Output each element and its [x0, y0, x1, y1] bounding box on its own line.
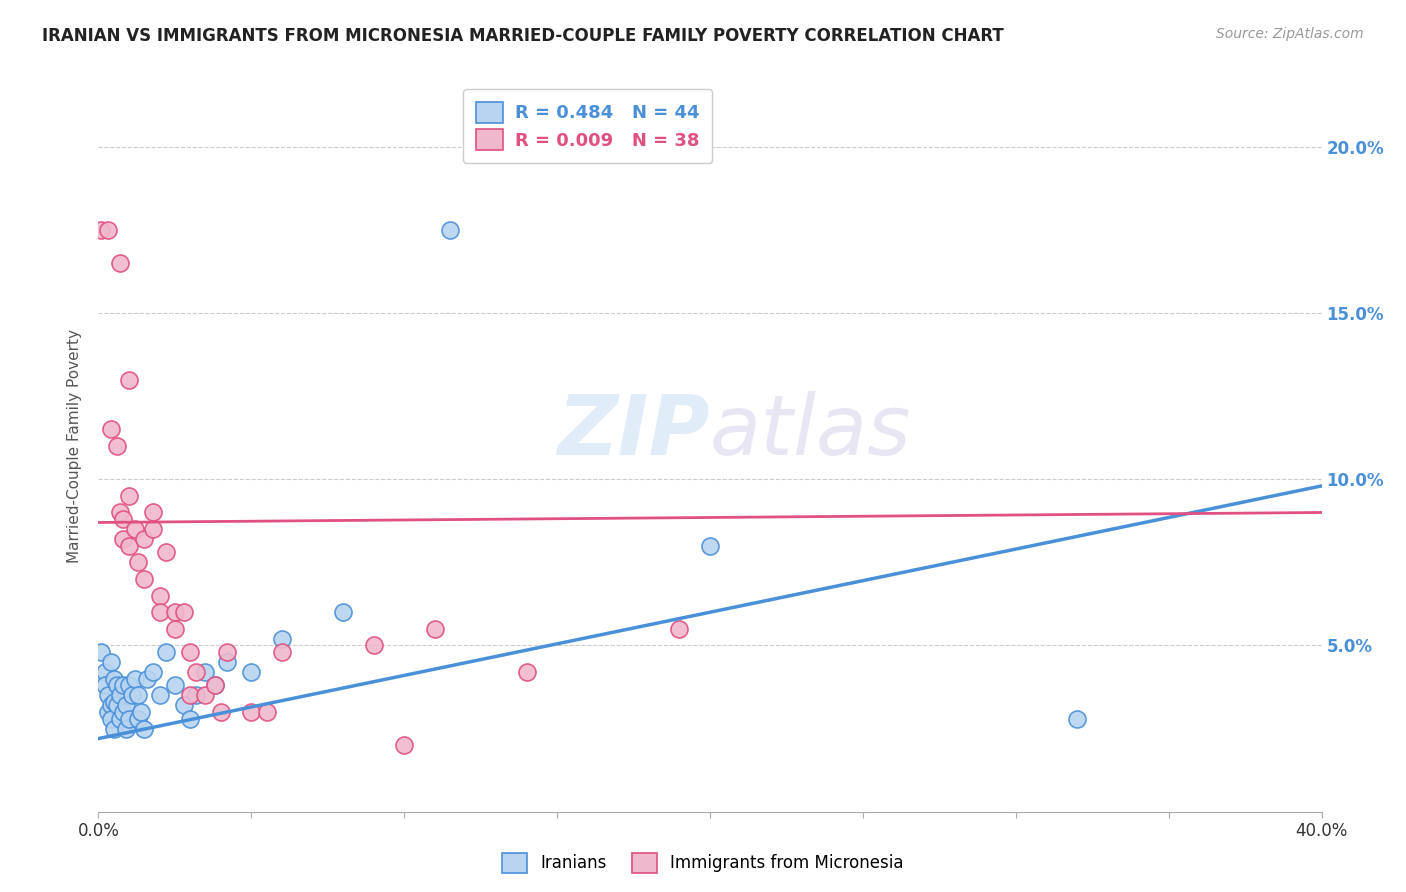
- Point: [423, 622, 446, 636]
- Point: [100, 422, 122, 436]
- Point: [134, 722, 156, 736]
- Point: [204, 678, 226, 692]
- Point: [115, 722, 138, 736]
- Point: [127, 555, 149, 569]
- Point: [149, 605, 172, 619]
- Point: [392, 738, 416, 752]
- Point: [240, 665, 263, 679]
- Point: [155, 545, 177, 559]
- Point: [103, 722, 125, 736]
- Point: [97, 223, 120, 237]
- Text: ZIP: ZIP: [557, 391, 710, 472]
- Point: [194, 665, 217, 679]
- Point: [100, 655, 122, 669]
- Point: [108, 689, 131, 703]
- Point: [270, 645, 292, 659]
- Point: [149, 589, 172, 603]
- Point: [136, 672, 159, 686]
- Legend: Iranians, Immigrants from Micronesia: Iranians, Immigrants from Micronesia: [495, 847, 911, 880]
- Point: [97, 705, 120, 719]
- Point: [179, 712, 201, 726]
- Point: [215, 645, 238, 659]
- Point: [332, 605, 354, 619]
- Point: [155, 645, 177, 659]
- Point: [240, 705, 263, 719]
- Point: [186, 689, 208, 703]
- Point: [118, 489, 141, 503]
- Point: [699, 539, 721, 553]
- Point: [142, 665, 165, 679]
- Point: [118, 372, 141, 386]
- Text: IRANIAN VS IMMIGRANTS FROM MICRONESIA MARRIED-COUPLE FAMILY POVERTY CORRELATION : IRANIAN VS IMMIGRANTS FROM MICRONESIA MA…: [42, 27, 1004, 45]
- Point: [363, 639, 385, 653]
- Point: [173, 605, 195, 619]
- Point: [111, 532, 134, 546]
- Point: [209, 705, 232, 719]
- Point: [105, 698, 128, 713]
- Legend: R = 0.484   N = 44, R = 0.009   N = 38: R = 0.484 N = 44, R = 0.009 N = 38: [463, 89, 713, 162]
- Point: [103, 695, 125, 709]
- Point: [129, 705, 152, 719]
- Point: [124, 522, 146, 536]
- Point: [127, 689, 149, 703]
- Point: [115, 698, 138, 713]
- Point: [108, 506, 131, 520]
- Point: [105, 439, 128, 453]
- Point: [105, 678, 128, 692]
- Point: [108, 256, 131, 270]
- Point: [149, 689, 172, 703]
- Point: [204, 678, 226, 692]
- Point: [118, 712, 141, 726]
- Point: [124, 672, 146, 686]
- Point: [439, 223, 461, 237]
- Point: [100, 698, 122, 713]
- Text: atlas: atlas: [710, 391, 911, 472]
- Point: [516, 665, 538, 679]
- Point: [93, 678, 115, 692]
- Point: [127, 712, 149, 726]
- Point: [173, 698, 195, 713]
- Text: Source: ZipAtlas.com: Source: ZipAtlas.com: [1216, 27, 1364, 41]
- Point: [163, 622, 186, 636]
- Point: [142, 506, 165, 520]
- Point: [103, 672, 125, 686]
- Point: [97, 689, 120, 703]
- Point: [256, 705, 278, 719]
- Point: [111, 678, 134, 692]
- Point: [93, 665, 115, 679]
- Point: [1066, 712, 1088, 726]
- Point: [90, 645, 112, 659]
- Point: [118, 678, 141, 692]
- Point: [179, 689, 201, 703]
- Point: [134, 532, 156, 546]
- Point: [194, 689, 217, 703]
- Point: [270, 632, 292, 646]
- Point: [100, 712, 122, 726]
- Point: [134, 572, 156, 586]
- Point: [163, 605, 186, 619]
- Point: [186, 665, 208, 679]
- Y-axis label: Married-Couple Family Poverty: Married-Couple Family Poverty: [67, 329, 83, 563]
- Point: [111, 512, 134, 526]
- Point: [118, 539, 141, 553]
- Point: [121, 689, 143, 703]
- Point: [179, 645, 201, 659]
- Point: [90, 223, 112, 237]
- Point: [142, 522, 165, 536]
- Point: [668, 622, 690, 636]
- Point: [108, 712, 131, 726]
- Point: [215, 655, 238, 669]
- Point: [163, 678, 186, 692]
- Point: [111, 705, 134, 719]
